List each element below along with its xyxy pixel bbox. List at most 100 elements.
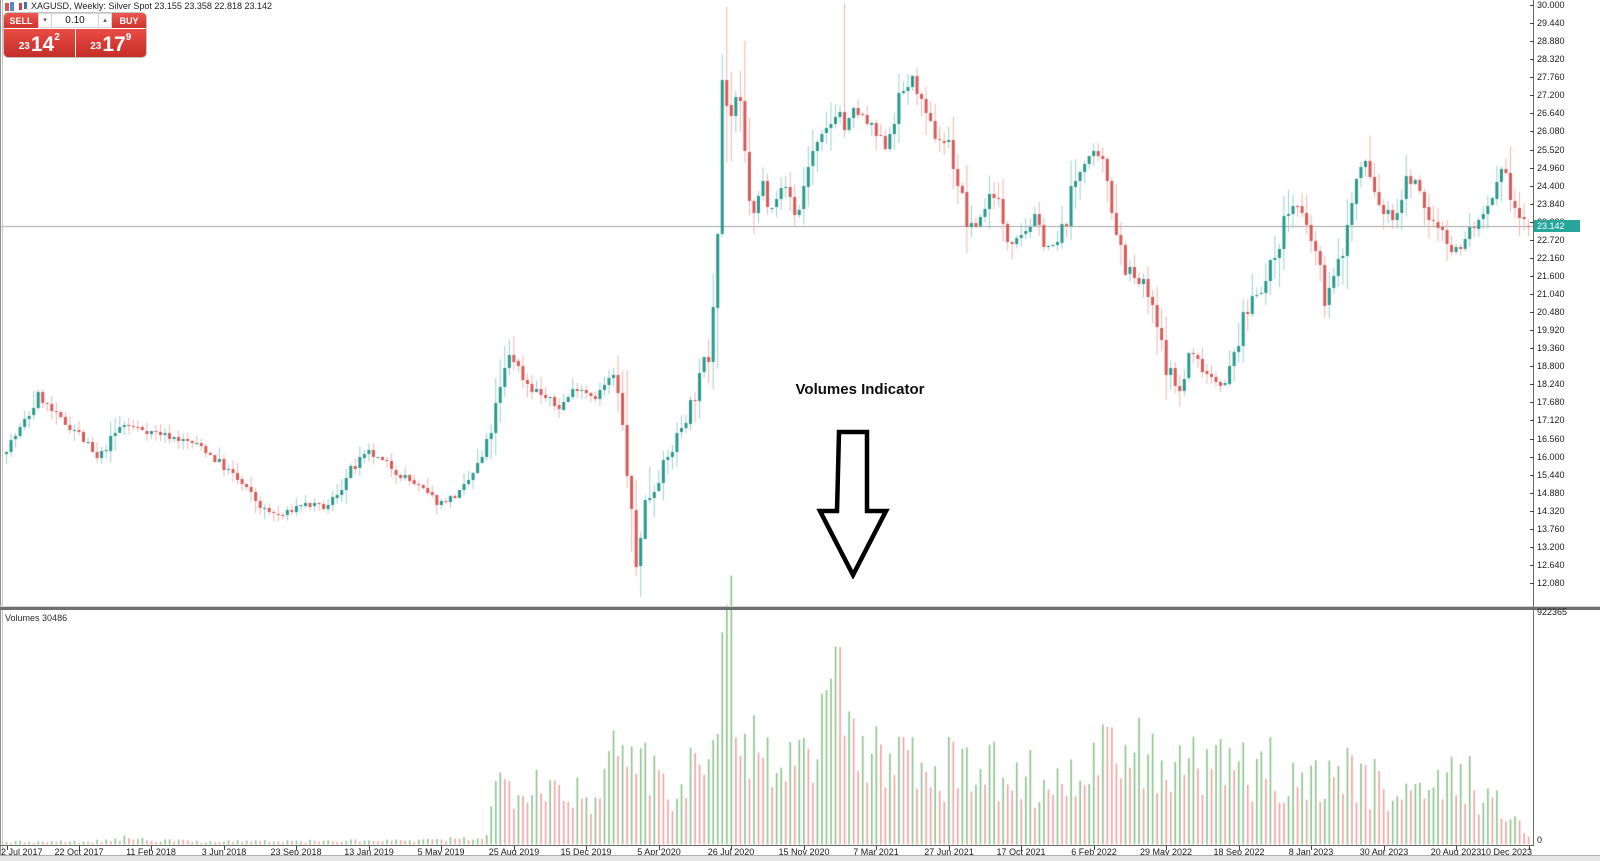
time-axis-label: 29 May 2022 xyxy=(1139,847,1193,857)
price-axis-tick xyxy=(1530,420,1534,421)
volume-axis-max: 922365 xyxy=(1537,607,1568,617)
price-axis-tick xyxy=(1530,583,1534,584)
price-axis-label: 26.640 xyxy=(1537,108,1565,118)
price-axis-tick xyxy=(1530,565,1534,566)
price-axis-label: 13.200 xyxy=(1537,542,1565,552)
price-axis-label: 29.440 xyxy=(1537,18,1565,28)
horizontal-scrollbar[interactable] xyxy=(0,855,1600,861)
current-price-tag: 23.142 xyxy=(1534,220,1580,232)
buy-price-pips: 9 xyxy=(125,32,132,43)
time-axis-tick xyxy=(1384,846,1385,850)
price-axis-label: 18.240 xyxy=(1537,379,1565,389)
sell-price-button[interactable]: 23 14 2 xyxy=(4,29,75,57)
price-axis-tick xyxy=(1530,5,1534,6)
price-axis-tick xyxy=(1530,222,1534,223)
price-axis-tick xyxy=(1530,276,1534,277)
price-axis-tick xyxy=(1530,59,1534,60)
price-axis-tick xyxy=(1530,150,1534,151)
time-axis-label: 18 Sep 2022 xyxy=(1213,847,1265,857)
volume-indicator-name: Volumes xyxy=(5,613,40,623)
price-axis-label: 27.200 xyxy=(1537,90,1565,100)
price-axis-label: 24.400 xyxy=(1537,181,1565,191)
sell-price-prefix: 23 xyxy=(18,41,30,52)
price-axis-tick xyxy=(1530,258,1534,259)
sell-price-pips: 2 xyxy=(54,32,60,43)
time-axis-tick xyxy=(296,846,297,850)
time-axis-tick xyxy=(1529,846,1530,850)
price-axis-label: 23.840 xyxy=(1537,199,1565,209)
volume-axis-min: 0 xyxy=(1537,835,1543,845)
bar-chart-icon xyxy=(5,1,15,11)
price-axis-tick xyxy=(1530,493,1534,494)
price-axis-tick xyxy=(1530,168,1534,169)
price-axis-label: 28.320 xyxy=(1537,54,1565,64)
time-axis-tick xyxy=(441,846,442,850)
volume-increase-button[interactable]: ▴ xyxy=(98,13,112,28)
chevron-up-icon: ▴ xyxy=(103,17,107,24)
time-axis-tick xyxy=(1239,846,1240,850)
price-axis-tick xyxy=(1530,95,1534,96)
price-axis-label: 30.000 xyxy=(1537,0,1565,10)
time-axis-label: 27 Jun 2021 xyxy=(924,847,974,857)
price-axis-tick xyxy=(1530,511,1534,512)
price-axis-tick xyxy=(1530,294,1534,295)
sell-button[interactable]: SELL xyxy=(4,13,38,28)
price-axis-label: 21.040 xyxy=(1537,289,1565,299)
time-axis-label: 25 Aug 2019 xyxy=(488,847,540,857)
time-axis-tick xyxy=(369,846,370,850)
buy-price-button[interactable]: 23 17 9 xyxy=(75,29,146,57)
price-axis-tick xyxy=(1530,204,1534,205)
price-axis-tick xyxy=(1530,475,1534,476)
time-axis-label: 15 Dec 2019 xyxy=(560,847,612,857)
time-axis-tick xyxy=(1094,846,1095,850)
price-axis-tick xyxy=(1530,113,1534,114)
price-axis-tick xyxy=(1530,402,1534,403)
time-axis-label: 10 Dec 2023 xyxy=(1480,847,1532,857)
buy-price-big: 17 xyxy=(102,33,126,56)
volume-decrease-button[interactable]: ▾ xyxy=(38,13,52,28)
time-axis-tick xyxy=(514,846,515,850)
time-axis-label: 15 Nov 2020 xyxy=(778,847,830,857)
time-axis-tick xyxy=(586,846,587,850)
price-axis-label: 18.800 xyxy=(1537,361,1565,371)
buy-button[interactable]: BUY xyxy=(112,13,146,28)
price-axis-tick xyxy=(1530,330,1534,331)
volume-indicator-label: Volumes 30486 xyxy=(5,613,67,623)
time-axis-tick xyxy=(949,846,950,850)
time-axis-tick xyxy=(876,846,877,850)
trade-prices-row: 23 14 2 23 17 9 xyxy=(4,29,146,57)
price-axis-label: 12.640 xyxy=(1537,560,1565,570)
price-axis-label: 17.120 xyxy=(1537,415,1565,425)
time-axis-label: 30 Apr 2023 xyxy=(1359,847,1409,857)
price-axis-tick xyxy=(1530,312,1534,313)
down-arrow-shape xyxy=(816,429,890,579)
time-axis-label: 26 Jul 2020 xyxy=(707,847,755,857)
price-axis-line xyxy=(1533,0,1534,846)
trade-volume-input[interactable]: 0.10 xyxy=(52,13,98,28)
price-axis-label: 21.600 xyxy=(1537,271,1565,281)
price-axis-tick xyxy=(1530,23,1534,24)
time-axis-label: 17 Oct 2021 xyxy=(996,847,1046,857)
time-axis-tick xyxy=(7,846,8,850)
window-left-border-inner xyxy=(2,0,3,861)
price-axis-tick xyxy=(1530,240,1534,241)
price-axis-label: 22.160 xyxy=(1537,253,1565,263)
candlestick-icon xyxy=(18,1,28,11)
trade-controls-row: SELL ▾ 0.10 ▴ BUY xyxy=(4,13,146,28)
price-axis-label: 22.720 xyxy=(1537,235,1565,245)
price-axis-tick xyxy=(1530,439,1534,440)
time-axis-tick xyxy=(804,846,805,850)
price-axis-label: 25.520 xyxy=(1537,145,1565,155)
price-axis-label: 20.480 xyxy=(1537,307,1565,317)
price-axis-label: 24.960 xyxy=(1537,163,1565,173)
time-axis-tick xyxy=(1021,846,1022,850)
sell-price-big: 14 xyxy=(30,33,55,56)
price-axis-label: 19.360 xyxy=(1537,343,1565,353)
time-axis-label: 6 Feb 2022 xyxy=(1071,847,1117,857)
time-axis-tick xyxy=(1456,846,1457,850)
time-axis-label: 11 Feb 2018 xyxy=(126,847,176,857)
price-axis-label: 26.080 xyxy=(1537,126,1565,136)
time-axis-tick xyxy=(1166,846,1167,850)
panel-separator[interactable] xyxy=(0,606,1600,610)
